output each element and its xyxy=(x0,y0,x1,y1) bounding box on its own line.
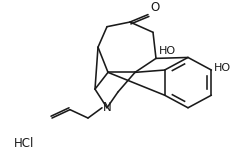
Text: HO: HO xyxy=(214,63,231,73)
Text: N: N xyxy=(103,101,111,114)
Text: HCl: HCl xyxy=(14,137,34,150)
Text: O: O xyxy=(150,1,159,14)
Text: HO: HO xyxy=(159,46,176,56)
